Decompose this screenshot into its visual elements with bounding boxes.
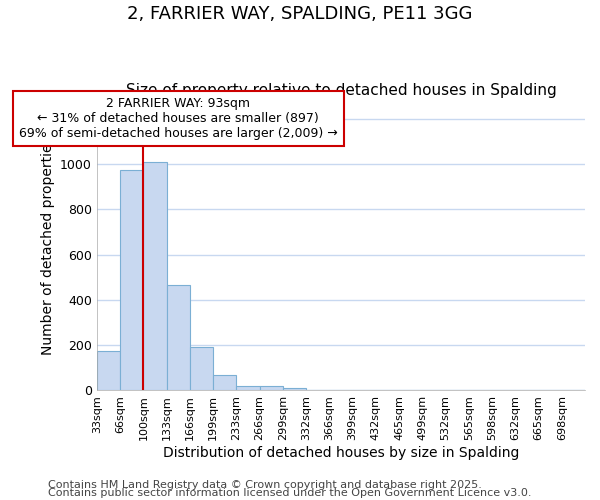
Title: Size of property relative to detached houses in Spalding: Size of property relative to detached ho… xyxy=(125,83,556,98)
Bar xyxy=(120,170,143,390)
Y-axis label: Number of detached properties: Number of detached properties xyxy=(41,136,55,355)
Bar xyxy=(283,388,306,390)
Bar xyxy=(190,348,213,391)
Bar xyxy=(236,386,260,390)
Bar xyxy=(97,351,120,391)
Text: 2, FARRIER WAY, SPALDING, PE11 3GG: 2, FARRIER WAY, SPALDING, PE11 3GG xyxy=(127,5,473,23)
Text: Contains HM Land Registry data © Crown copyright and database right 2025.: Contains HM Land Registry data © Crown c… xyxy=(48,480,482,490)
Bar xyxy=(143,162,167,390)
X-axis label: Distribution of detached houses by size in Spalding: Distribution of detached houses by size … xyxy=(163,446,519,460)
Bar xyxy=(260,386,283,390)
Text: Contains public sector information licensed under the Open Government Licence v3: Contains public sector information licen… xyxy=(48,488,532,498)
Text: 2 FARRIER WAY: 93sqm
← 31% of detached houses are smaller (897)
69% of semi-deta: 2 FARRIER WAY: 93sqm ← 31% of detached h… xyxy=(19,97,338,140)
Bar xyxy=(167,285,190,391)
Bar xyxy=(213,374,236,390)
